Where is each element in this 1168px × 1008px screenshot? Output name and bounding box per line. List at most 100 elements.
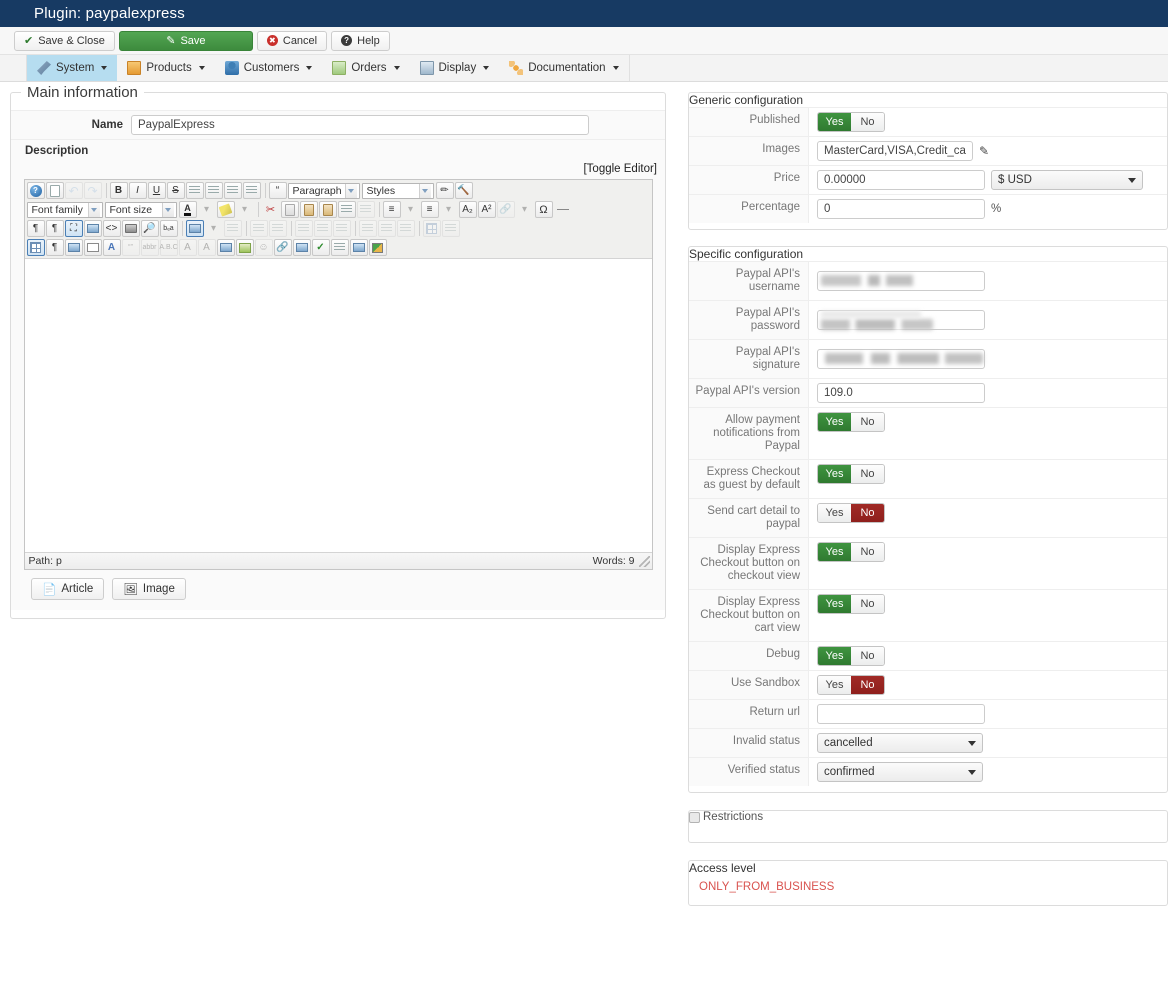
published-yes[interactable]: Yes	[818, 113, 851, 131]
editor-fullscreen-icon[interactable]: ⛶	[64, 220, 83, 237]
published-no[interactable]: No	[851, 113, 884, 131]
editor-replace-icon[interactable]: bₑa	[159, 220, 178, 237]
editor-citation-icon[interactable]: “”	[121, 239, 140, 256]
send-cart-detail-toggle[interactable]: Yes No	[817, 503, 885, 523]
editor-split-cells-icon[interactable]	[358, 220, 377, 237]
display-ec-checkout-view-toggle[interactable]: Yes No	[817, 542, 885, 562]
debug-yes[interactable]: Yes	[818, 647, 851, 665]
editor-insert-col-before-icon[interactable]	[313, 220, 332, 237]
editor-template-chevron-down-icon[interactable]: ▾	[210, 223, 217, 234]
allow-payment-notifications-toggle[interactable]: Yes No	[817, 412, 885, 432]
editor-link-chevron-down-icon[interactable]: ▾	[521, 204, 528, 215]
editor-copy-icon[interactable]	[280, 201, 299, 218]
editor-spellcheck-icon[interactable]: ✓	[311, 239, 330, 256]
editor-insert-def-icon[interactable]: A	[178, 239, 197, 256]
editor-emoticon-icon[interactable]: ☺	[254, 239, 273, 256]
send-cart-detail-yes[interactable]: Yes	[818, 504, 851, 522]
insert-article-button[interactable]: 📄 Article	[31, 578, 105, 600]
editor-cell-props-icon[interactable]	[396, 220, 415, 237]
debug-toggle[interactable]: Yes No	[817, 646, 885, 666]
editor-content-area[interactable]	[24, 259, 652, 552]
name-input[interactable]	[131, 115, 589, 135]
price-input[interactable]	[817, 170, 985, 190]
editor-cleanup-icon[interactable]: 🔨	[454, 182, 473, 199]
editor-row-props-icon[interactable]	[441, 220, 460, 237]
editor-cut-icon[interactable]: ✂	[265, 204, 276, 216]
menu-item-display[interactable]: Display	[410, 55, 500, 81]
editor-paste-icon[interactable]	[299, 201, 318, 218]
editor-insert-link-icon[interactable]: 🔗	[273, 239, 292, 256]
toggle-editor-link[interactable]: [Toggle Editor]	[583, 163, 657, 175]
editor-underline-icon[interactable]: U	[147, 182, 166, 199]
editor-acronym-icon[interactable]: A.B.C	[159, 239, 178, 256]
editor-insert-chart-icon[interactable]	[368, 239, 387, 256]
display-ec-checkout-view-yes[interactable]: Yes	[818, 543, 851, 561]
editor-insert-media-icon[interactable]	[235, 239, 254, 256]
editor-merge-cells-icon[interactable]	[377, 220, 396, 237]
menu-item-orders[interactable]: Orders	[322, 55, 409, 81]
display-ec-cart-view-yes[interactable]: Yes	[818, 595, 851, 613]
allow-payment-notifications-yes[interactable]: Yes	[818, 413, 851, 431]
editor-insert-template-icon[interactable]	[185, 220, 204, 237]
editor-visual-chars-icon[interactable]: ¶	[45, 239, 64, 256]
editor-bullet-list-icon[interactable]: ≡	[420, 201, 439, 218]
editor-outdent-icon[interactable]	[356, 201, 375, 218]
editor-remove-format-icon[interactable]: ✏	[435, 182, 454, 199]
editor-print-icon[interactable]	[121, 220, 140, 237]
editor-highlight-color-icon[interactable]	[216, 201, 235, 218]
editor-table-props-icon[interactable]	[422, 220, 441, 237]
editor-attributes-icon[interactable]: A	[197, 239, 216, 256]
menu-item-system[interactable]: System	[27, 55, 118, 81]
editor-paste-word-icon[interactable]	[337, 201, 356, 218]
editor-insert-layer-icon[interactable]	[349, 239, 368, 256]
express-checkout-guest-no[interactable]: No	[851, 465, 884, 483]
editor-strikethrough-icon[interactable]: S	[166, 182, 185, 199]
currency-select[interactable]: $ USD	[991, 170, 1143, 190]
editor-font-size-select[interactable]: Font size	[104, 201, 177, 218]
use-sandbox-toggle[interactable]: Yes No	[817, 675, 885, 695]
menu-item-customers[interactable]: Customers	[215, 55, 323, 81]
paypal-version-input[interactable]	[817, 383, 985, 403]
editor-styles-select[interactable]: Styles	[361, 182, 434, 199]
menu-item-documentation[interactable]: Documentation	[499, 55, 628, 81]
display-ec-cart-view-toggle[interactable]: Yes No	[817, 594, 885, 614]
editor-insert-row-after-icon[interactable]	[268, 220, 287, 237]
display-ec-cart-view-no[interactable]: No	[851, 595, 884, 613]
editor-link-icon[interactable]: 🔗	[496, 201, 515, 218]
editor-search-icon[interactable]: 🔎	[140, 220, 159, 237]
editor-redo-icon[interactable]: ↷	[83, 182, 102, 199]
menu-item-products[interactable]: Products	[117, 55, 214, 81]
editor-highlight-chevron-down-icon[interactable]: ▾	[241, 204, 248, 215]
published-toggle[interactable]: Yes No	[817, 112, 885, 132]
verified-status-select[interactable]: confirmed	[817, 762, 983, 782]
editor-help-icon[interactable]: ?	[26, 182, 45, 199]
editor-resize-handle[interactable]	[638, 555, 650, 567]
editor-insert-file-icon[interactable]	[292, 239, 311, 256]
editor-insert-anchor-icon[interactable]: A	[102, 239, 121, 256]
editor-insert-email-icon[interactable]	[83, 239, 102, 256]
express-checkout-guest-toggle[interactable]: Yes No	[817, 464, 885, 484]
help-button[interactable]: ? Help	[331, 30, 390, 51]
editor-new-document-icon[interactable]	[45, 182, 64, 199]
debug-no[interactable]: No	[851, 647, 884, 665]
percentage-input[interactable]	[817, 199, 985, 219]
editor-text-color-icon[interactable]: A	[178, 201, 197, 218]
editor-subscript-icon[interactable]: A₂	[458, 201, 477, 218]
editor-insert-image-icon[interactable]	[216, 239, 235, 256]
save-button[interactable]: ✎ Save	[118, 30, 253, 51]
editor-insert-row-before-icon[interactable]	[249, 220, 268, 237]
use-sandbox-yes[interactable]: Yes	[818, 676, 851, 694]
editor-italic-icon[interactable]: I	[128, 182, 147, 199]
restrictions-checkbox[interactable]	[689, 811, 700, 823]
editor-special-character-icon[interactable]: Ω	[534, 201, 553, 218]
editor-format-select[interactable]: Paragraph	[287, 182, 360, 199]
invalid-status-select[interactable]: cancelled	[817, 733, 983, 753]
editor-insert-table-icon[interactable]	[26, 239, 45, 256]
insert-image-button[interactable]: 🖼 Image	[112, 578, 186, 600]
images-input[interactable]	[817, 141, 973, 161]
editor-source-code-icon[interactable]: <>	[102, 220, 121, 237]
use-sandbox-no[interactable]: No	[851, 676, 884, 694]
editor-paste-text-icon[interactable]	[318, 201, 337, 218]
editor-preview-icon[interactable]	[83, 220, 102, 237]
editor-rtl-icon[interactable]: ¶	[45, 220, 64, 237]
